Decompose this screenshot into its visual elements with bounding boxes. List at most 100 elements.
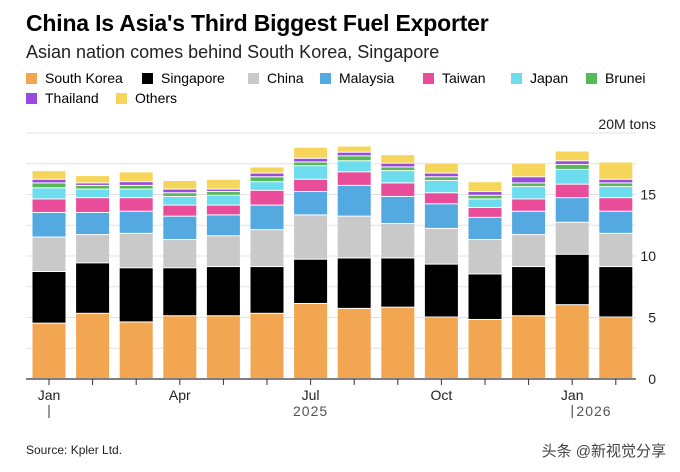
- bar-segment-south-korea: [119, 322, 153, 378]
- bar-segment-taiwan: [381, 183, 415, 196]
- legend-label: Brunei: [605, 70, 646, 86]
- bar-segment-japan: [163, 196, 197, 205]
- bar-segment-others: [512, 163, 546, 177]
- legend-label: South Korea: [45, 70, 123, 86]
- y-tick-label: 10: [640, 248, 656, 264]
- legend-swatch: [116, 92, 127, 104]
- bar-segment-japan: [206, 195, 240, 205]
- bar-segment-taiwan: [163, 205, 197, 216]
- legend-label: Taiwan: [442, 70, 486, 86]
- legend-item-others: Others: [116, 90, 177, 106]
- y-tick-label: 0: [648, 371, 656, 387]
- bar-segment-south-korea: [555, 305, 589, 378]
- bar-segment-taiwan: [119, 198, 153, 211]
- y-tick-label: 5: [648, 310, 656, 326]
- bar-segment-others: [381, 155, 415, 163]
- bar-segment-singapore: [294, 259, 328, 303]
- bar-segment-brunei: [424, 177, 458, 180]
- bar-segment-china: [163, 240, 197, 268]
- bar-segment-south-korea: [163, 316, 197, 378]
- chart-subtitle: Asian nation comes behind South Korea, S…: [26, 42, 440, 62]
- bar-segment-japan: [555, 169, 589, 184]
- bar-segment-malaysia: [32, 212, 66, 237]
- bar-segment-south-korea: [424, 317, 458, 378]
- year-label: 2025: [293, 403, 328, 419]
- bar-segment-thailand: [512, 177, 546, 183]
- bar-segment-malaysia: [468, 217, 502, 240]
- bar-segment-taiwan: [424, 193, 458, 204]
- bar-segment-singapore: [250, 267, 284, 313]
- bar-segment-thailand: [294, 158, 328, 162]
- bar-segment-brunei: [163, 193, 197, 196]
- bar-segment-china: [294, 215, 328, 259]
- bar-segment-others: [250, 167, 284, 173]
- bar-segment-thailand: [76, 183, 110, 185]
- bar-segment-taiwan: [337, 172, 371, 185]
- bar-segment-japan: [32, 188, 66, 199]
- bar-segment-thailand: [337, 152, 371, 156]
- bar-segment-brunei: [294, 162, 328, 166]
- bar-segment-singapore: [32, 271, 66, 323]
- bar-segment-china: [206, 236, 240, 267]
- bar-segment-singapore: [424, 264, 458, 317]
- bar-segment-south-korea: [206, 316, 240, 378]
- bar-segment-china: [512, 235, 546, 267]
- bar-segment-others: [599, 162, 633, 179]
- bar-segment-malaysia: [76, 212, 110, 235]
- bar-segment-china: [599, 233, 633, 267]
- unit-label: 20M tons: [598, 116, 656, 132]
- bar-segment-south-korea: [381, 307, 415, 378]
- bar-segment-malaysia: [337, 185, 371, 216]
- bar-segment-malaysia: [294, 192, 328, 215]
- bar-segment-others: [424, 163, 458, 173]
- bar-segment-others: [555, 151, 589, 161]
- bar-segment-thailand: [424, 173, 458, 177]
- year-label: 2026: [576, 403, 611, 419]
- legend-swatch: [423, 72, 434, 84]
- bar-segment-brunei: [512, 183, 546, 187]
- bar-segment-others: [294, 147, 328, 158]
- bar-segment-brunei: [381, 167, 415, 171]
- legend-item-japan: Japan: [511, 70, 568, 86]
- bar-segment-brunei: [555, 164, 589, 169]
- bar-segment-singapore: [468, 274, 502, 319]
- bar-segment-malaysia: [206, 215, 240, 236]
- legend-item-taiwan: Taiwan: [423, 70, 486, 86]
- bar-segment-south-korea: [599, 317, 633, 378]
- bar-segment-south-korea: [294, 303, 328, 378]
- bar-segment-singapore: [206, 267, 240, 316]
- bar-segment-taiwan: [555, 184, 589, 198]
- bar-segment-brunei: [599, 183, 633, 187]
- bar-segment-others: [337, 146, 371, 152]
- legend-label: Thailand: [45, 90, 99, 106]
- bar-segment-japan: [512, 187, 546, 199]
- legend-swatch: [26, 92, 37, 104]
- legend-swatch: [511, 72, 522, 84]
- legend-label: Singapore: [161, 70, 225, 86]
- bar-segment-malaysia: [381, 196, 415, 224]
- bar-segment-taiwan: [294, 179, 328, 192]
- bar-segment-thailand: [206, 189, 240, 192]
- bar-segment-thailand: [163, 189, 197, 193]
- bar-segment-others: [163, 180, 197, 189]
- bar-segment-china: [337, 216, 371, 258]
- bar-segment-china: [555, 222, 589, 254]
- bar-segment-others: [119, 172, 153, 182]
- bar-segment-malaysia: [424, 204, 458, 228]
- bar-segment-china: [381, 224, 415, 258]
- bar-segment-brunei: [119, 185, 153, 189]
- legend-label: Others: [135, 90, 178, 106]
- bar-segment-thailand: [555, 161, 589, 164]
- bar-segment-malaysia: [555, 198, 589, 222]
- bar-segment-japan: [424, 180, 458, 193]
- bar-segment-china: [119, 233, 153, 268]
- bar-segment-china: [250, 230, 284, 267]
- legend-label: China: [267, 70, 304, 86]
- watermark: 头条 @新视觉分享: [541, 443, 666, 460]
- bar-segment-brunei: [337, 156, 371, 161]
- x-tick-label: Oct: [431, 387, 453, 403]
- bar-segment-south-korea: [250, 313, 284, 378]
- bar-segment-singapore: [163, 268, 197, 316]
- bar-segment-japan: [76, 189, 110, 198]
